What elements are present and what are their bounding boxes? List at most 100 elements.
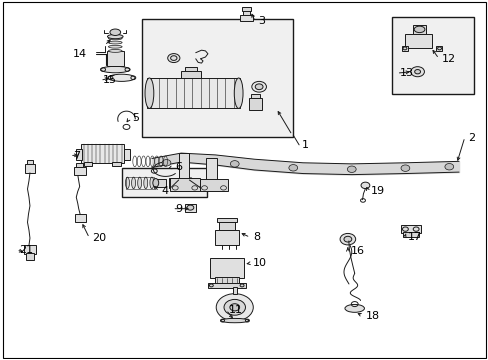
Circle shape bbox=[224, 300, 245, 315]
Text: 11: 11 bbox=[228, 305, 243, 315]
Bar bbox=[242, 11, 250, 15]
Bar bbox=[217, 218, 236, 222]
Ellipse shape bbox=[234, 78, 243, 108]
Ellipse shape bbox=[131, 177, 135, 189]
Bar bbox=[124, 149, 130, 160]
Circle shape bbox=[162, 159, 170, 166]
Ellipse shape bbox=[108, 49, 122, 52]
Text: 4: 4 bbox=[161, 186, 168, 197]
Ellipse shape bbox=[108, 41, 122, 44]
Text: 6: 6 bbox=[175, 162, 182, 172]
Bar bbox=[178, 153, 189, 180]
Bar bbox=[210, 258, 243, 278]
Text: 3: 3 bbox=[258, 17, 264, 27]
Bar bbox=[405, 35, 431, 48]
Ellipse shape bbox=[220, 319, 248, 323]
Text: 1: 1 bbox=[302, 140, 308, 150]
Bar bbox=[156, 179, 166, 187]
Text: 18: 18 bbox=[365, 311, 379, 320]
Ellipse shape bbox=[343, 236, 351, 242]
Bar bbox=[215, 230, 238, 245]
Ellipse shape bbox=[101, 66, 130, 73]
Bar bbox=[122, 168, 206, 197]
Text: 9: 9 bbox=[175, 204, 182, 214]
Bar bbox=[241, 7, 251, 11]
Circle shape bbox=[229, 304, 239, 311]
Text: 21: 21 bbox=[19, 245, 33, 255]
Circle shape bbox=[400, 165, 409, 171]
Ellipse shape bbox=[108, 74, 135, 81]
Bar bbox=[184, 67, 196, 71]
Bar bbox=[251, 94, 259, 98]
Circle shape bbox=[288, 165, 297, 171]
Circle shape bbox=[410, 67, 424, 77]
Bar bbox=[219, 222, 234, 230]
Text: 14: 14 bbox=[73, 49, 87, 59]
Bar bbox=[402, 232, 418, 237]
Text: 7: 7 bbox=[73, 150, 80, 161]
Text: 5: 5 bbox=[132, 113, 139, 123]
Bar bbox=[215, 277, 238, 284]
Text: 16: 16 bbox=[350, 246, 364, 256]
Ellipse shape bbox=[360, 182, 369, 189]
Bar bbox=[232, 287, 236, 294]
Bar bbox=[107, 51, 123, 66]
Text: 12: 12 bbox=[441, 54, 455, 64]
Bar bbox=[168, 178, 190, 188]
Bar bbox=[206, 158, 217, 180]
Ellipse shape bbox=[167, 54, 180, 63]
Bar bbox=[239, 15, 253, 22]
Bar bbox=[24, 244, 36, 253]
Text: 10: 10 bbox=[253, 258, 267, 268]
Bar bbox=[170, 178, 199, 192]
Bar bbox=[75, 215, 85, 222]
Text: 17: 17 bbox=[407, 232, 421, 242]
Text: 19: 19 bbox=[370, 186, 385, 197]
Bar bbox=[74, 167, 85, 175]
Bar bbox=[125, 177, 154, 189]
Ellipse shape bbox=[143, 177, 147, 189]
Bar bbox=[207, 283, 245, 288]
Text: 2: 2 bbox=[467, 133, 474, 143]
Ellipse shape bbox=[108, 45, 122, 48]
Text: 20: 20 bbox=[92, 233, 106, 243]
Circle shape bbox=[216, 294, 253, 321]
Ellipse shape bbox=[138, 177, 142, 189]
Text: 8: 8 bbox=[253, 232, 260, 242]
Ellipse shape bbox=[188, 178, 193, 188]
Circle shape bbox=[444, 163, 453, 170]
Bar bbox=[27, 159, 33, 164]
Circle shape bbox=[230, 161, 239, 167]
Circle shape bbox=[346, 166, 355, 172]
Bar bbox=[25, 164, 35, 173]
Bar bbox=[412, 26, 426, 35]
Bar bbox=[435, 46, 442, 51]
Bar bbox=[400, 225, 420, 233]
Ellipse shape bbox=[107, 35, 123, 39]
Ellipse shape bbox=[153, 179, 158, 187]
Ellipse shape bbox=[150, 177, 154, 189]
Bar bbox=[76, 149, 82, 160]
Bar bbox=[83, 162, 92, 166]
Circle shape bbox=[186, 205, 193, 210]
Bar bbox=[76, 163, 83, 167]
Text: 13: 13 bbox=[399, 68, 413, 78]
Bar bbox=[81, 144, 124, 163]
Ellipse shape bbox=[108, 37, 122, 40]
Bar bbox=[184, 204, 195, 212]
Ellipse shape bbox=[339, 233, 355, 245]
Bar bbox=[26, 253, 34, 260]
Bar bbox=[249, 98, 261, 110]
Bar bbox=[401, 46, 407, 51]
Ellipse shape bbox=[145, 78, 154, 108]
Ellipse shape bbox=[255, 84, 263, 90]
Text: 15: 15 bbox=[103, 75, 117, 85]
Circle shape bbox=[414, 69, 420, 74]
Ellipse shape bbox=[344, 305, 364, 312]
Ellipse shape bbox=[251, 81, 266, 92]
Ellipse shape bbox=[125, 177, 129, 189]
Ellipse shape bbox=[110, 29, 121, 36]
Bar bbox=[181, 71, 200, 78]
Bar bbox=[147, 78, 239, 108]
Bar bbox=[142, 19, 293, 137]
